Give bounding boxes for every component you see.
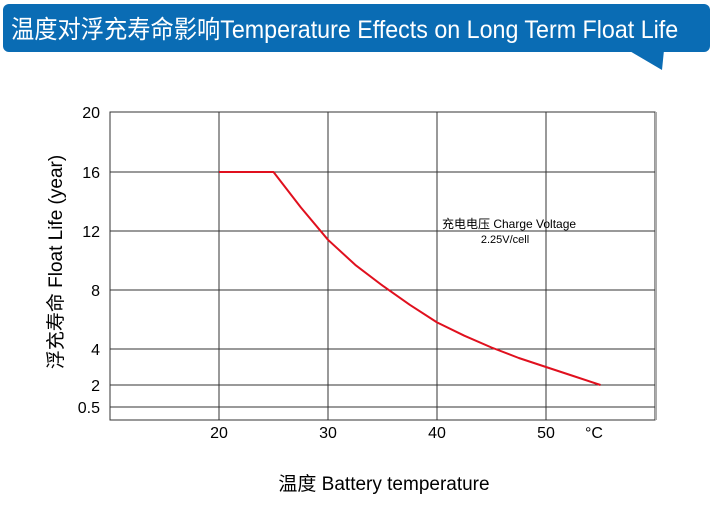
x-unit-label: °C [585,425,603,442]
x-tick-label: 30 [319,425,337,442]
chart-title: 温度对浮充寿命影响Temperature Effects on Long Ter… [11,16,679,44]
title-banner: 温度对浮充寿命影响Temperature Effects on Long Ter… [3,4,710,52]
y-tick-label: 4 [91,342,100,359]
plot-border [109,111,656,421]
annotation-voltage-label: 充电电压 Charge Voltage [442,216,576,231]
y-tick-label: 8 [91,283,100,300]
y-tick-label: 12 [82,224,100,241]
y-tick-label: 0.5 [78,400,100,417]
x-axis-label: 温度 Battery temperature [278,473,489,495]
y-tick-label: 2 [91,378,100,395]
y-tick-label: 20 [82,105,100,122]
y-tick-label: 16 [82,165,100,182]
annotation-voltage-value: 2.25V/cell [481,234,529,246]
x-tick-label: 50 [537,425,555,442]
y-axis-label: 浮充寿命 Float Life (year) [45,155,67,369]
x-tick-label: 40 [428,425,446,442]
float-life-curve [219,171,601,386]
x-tick-label: 20 [210,425,228,442]
banner-tail [628,50,664,70]
